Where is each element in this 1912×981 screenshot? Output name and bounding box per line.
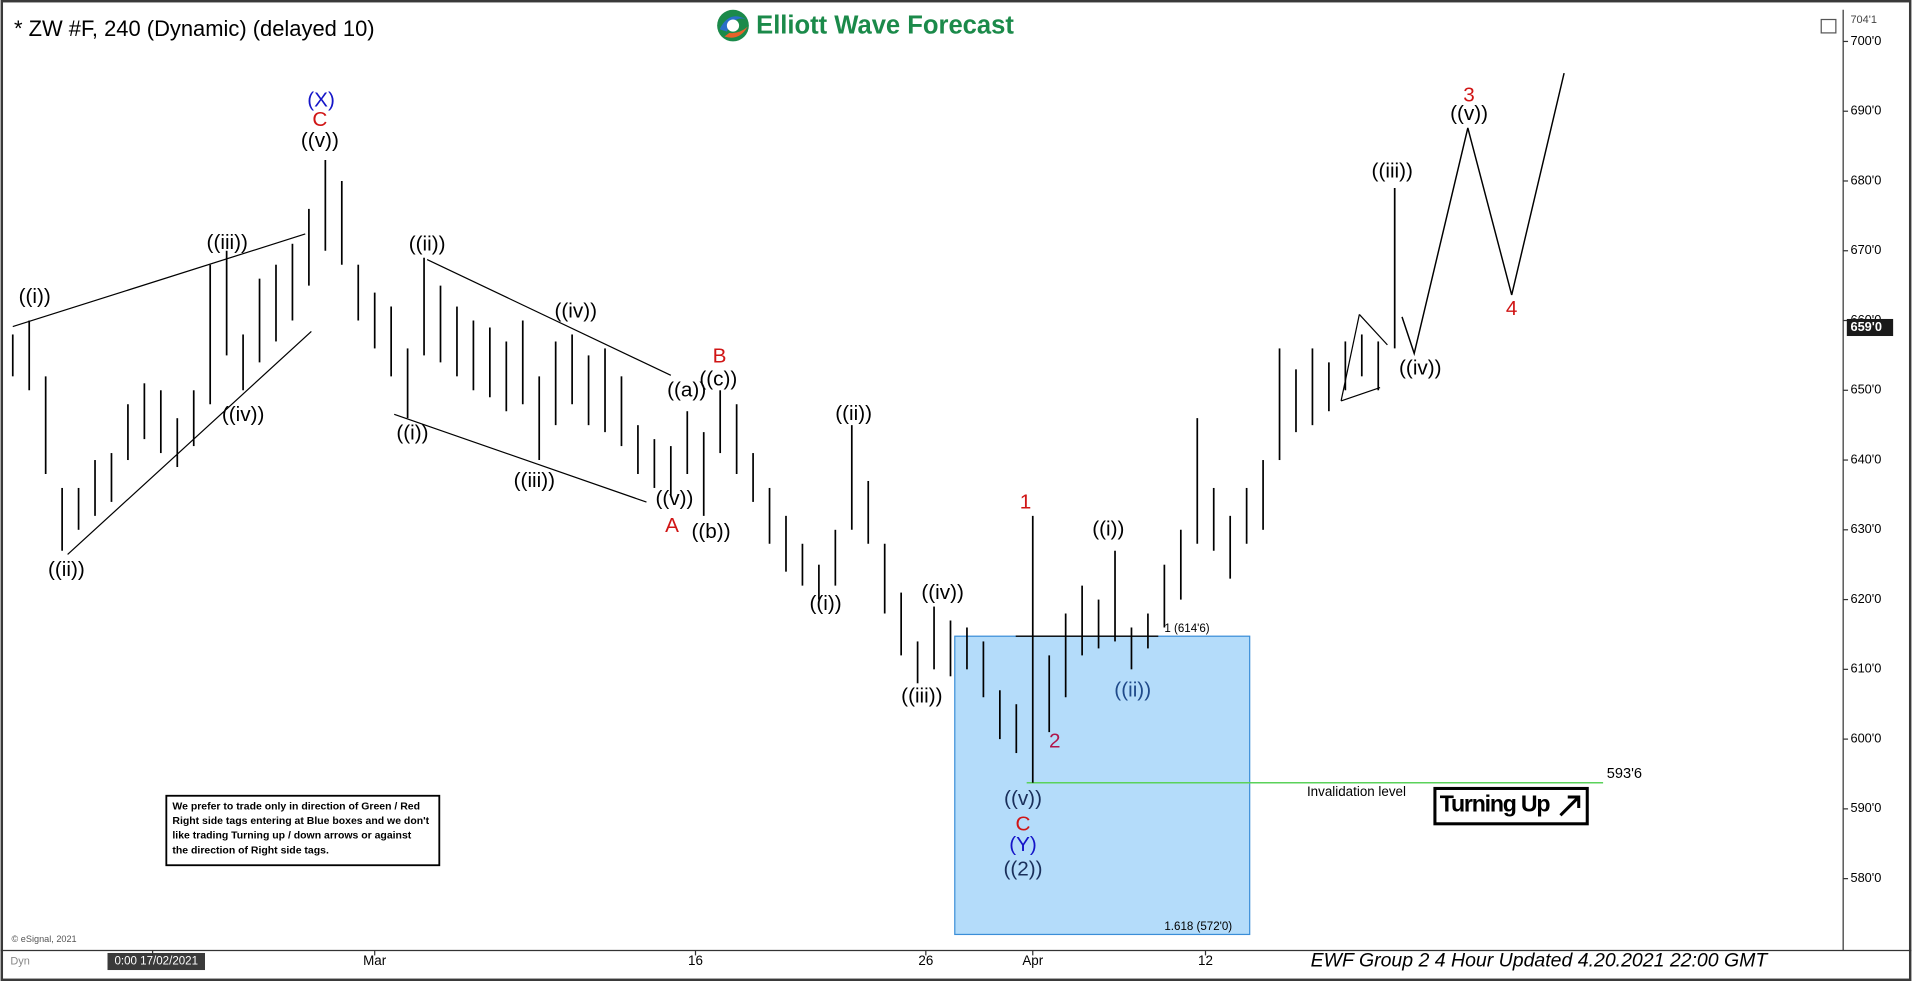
level-label: 1 (614'6): [1164, 623, 1209, 635]
copyright: © eSignal, 2021: [12, 934, 77, 944]
wave-label: 1: [1020, 491, 1032, 514]
x-tick-label: Apr: [1022, 953, 1043, 968]
x-tick-label: 0:00 17/02/2021: [114, 956, 198, 968]
cursor-date-box: [107, 952, 206, 971]
wave-label: (X): [307, 89, 335, 112]
signal-text: Turning Up: [1440, 791, 1551, 817]
wave-label: ((a)): [667, 379, 706, 402]
invalidation-price: 593'6: [1607, 766, 1642, 782]
wave-label: ((i)): [810, 592, 842, 615]
wave-label: ((c)): [699, 368, 737, 391]
note-line: We prefer to trade only in direction of …: [172, 802, 420, 813]
turning-up-badge: [1433, 786, 1589, 826]
wave-label: ((iii)): [901, 685, 942, 708]
footer: EWF Group 2 4 Hour Updated 4.20.2021 22:…: [1311, 950, 1770, 972]
projection-path: [1401, 72, 1565, 357]
note-line: like trading Turning up / down arrows or…: [172, 831, 411, 842]
last-price-tag: [1846, 318, 1894, 337]
note-line: Right side tags entering at Blue boxes a…: [172, 816, 429, 827]
x-tick-label: Mar: [363, 953, 387, 968]
wave-label: ((iv)): [921, 581, 964, 604]
wave-label: ((iv)): [555, 299, 598, 322]
wave-label: ((v)): [1450, 102, 1488, 125]
note-box: [165, 794, 441, 867]
wave-label: C: [1016, 812, 1031, 835]
wave-label: B: [713, 345, 727, 368]
x-tick-label: 12: [1198, 953, 1213, 968]
wave-label: (Y): [1009, 833, 1037, 856]
wave-label: ((ii)): [48, 558, 85, 581]
wave-label: ((v)): [656, 487, 694, 510]
target-box: [954, 635, 1251, 936]
wave-label: ((iii)): [207, 231, 248, 254]
wave-label: 3: [1463, 84, 1475, 107]
y-tick-label: 600'0: [1850, 730, 1881, 745]
wave-label: ((i)): [396, 421, 428, 444]
wave-label: ((ii)): [1114, 678, 1151, 701]
plot-layer: 1 (614'6) 1.618 (572'0) 593'6 Invalidation …: [0, 9, 1912, 971]
wave-label: ((iii)): [514, 469, 555, 492]
y-tick-label: 610'0: [1850, 661, 1881, 676]
y-tick-label: 700'0: [1850, 33, 1881, 48]
wave-label: ((iv)): [222, 403, 265, 426]
wave-label: C: [312, 108, 327, 131]
wave-label: ((iii)): [1372, 159, 1413, 182]
last-price-label: 659'0: [1850, 319, 1881, 334]
wave-label: ((iv)): [1399, 357, 1442, 380]
wave-label: ((ii)): [835, 402, 872, 425]
wave-label: ((v)): [301, 129, 339, 152]
wave-label: 2: [1049, 730, 1061, 753]
y-tick-label: 650'0: [1850, 382, 1881, 397]
wave-label: 4: [1506, 297, 1518, 320]
channel-line: [394, 413, 647, 503]
chart-title: * ZW #F, 240 (Dynamic) (delayed 10): [14, 16, 375, 41]
x-tick-label: 26: [918, 953, 933, 968]
y-tick-label: 640'0: [1850, 451, 1881, 466]
wave-label: ((b)): [692, 520, 731, 543]
y-tick-label: 590'0: [1850, 800, 1881, 815]
channel-line: [1340, 386, 1381, 402]
channel-line: [1340, 314, 1360, 402]
wave-label: ((v)): [1004, 787, 1042, 810]
y-tick-label: 580'0: [1850, 870, 1881, 885]
wave-label: ((i)): [1092, 518, 1124, 541]
wave-label: A: [665, 514, 679, 537]
y-tick-label: 670'0: [1850, 242, 1881, 257]
y-tick-label: 680'0: [1850, 172, 1881, 187]
wave-label: ((2)): [1003, 858, 1042, 881]
x-tick-label: 16: [688, 953, 703, 968]
wave-label: ((i)): [19, 285, 51, 308]
level-label: 1.618 (572'0): [1164, 921, 1232, 933]
wave-label: ((ii)): [409, 232, 446, 255]
invalidation-text: Invalidation level: [1307, 784, 1406, 799]
y-tick-label: 620'0: [1850, 591, 1881, 606]
channel-line: [426, 259, 672, 376]
note-line: the direction of Right side tags.: [172, 845, 329, 856]
channel-line: [67, 331, 312, 555]
axis-top-label: 704'1: [1850, 14, 1876, 26]
window-icon[interactable]: [1820, 18, 1837, 34]
channel-line: [1358, 313, 1388, 346]
logo-text: Elliott Wave Forecast: [756, 12, 1014, 40]
channel-line: [12, 233, 306, 328]
mode-label: Dyn: [10, 955, 29, 967]
y-tick-label: 690'0: [1850, 103, 1881, 118]
logo-icon: [717, 9, 749, 42]
logo-box: [712, 6, 1032, 46]
y-tick-label: 630'0: [1850, 521, 1881, 536]
